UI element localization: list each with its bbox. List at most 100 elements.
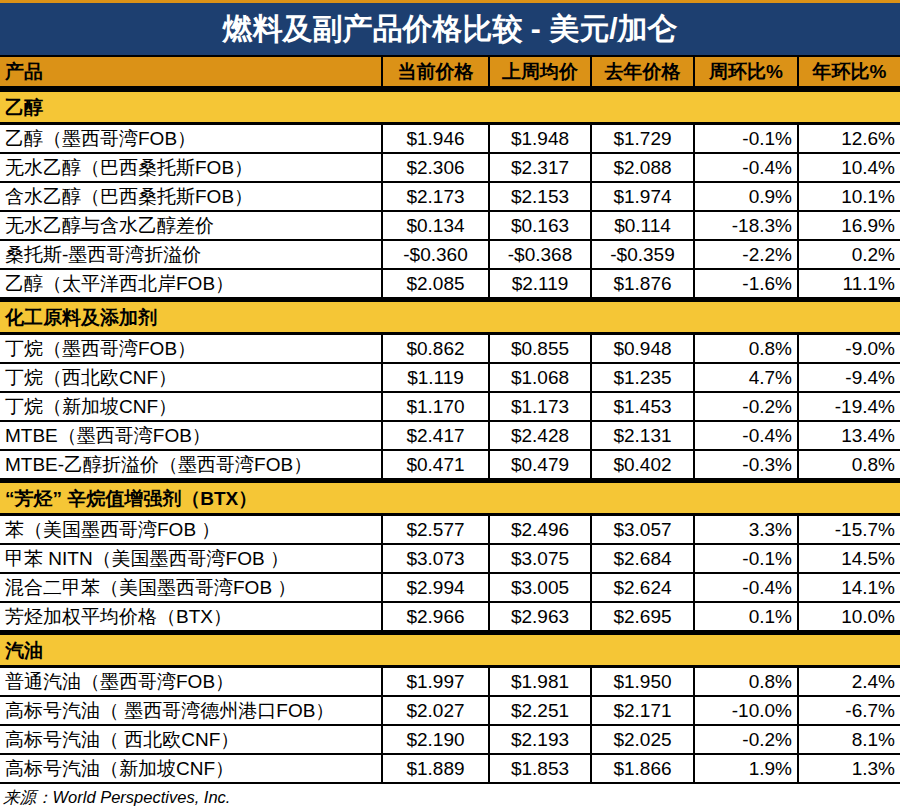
cell-年环比%: 14.1%: [799, 574, 900, 603]
section-label: 乙醇: [0, 89, 900, 125]
table-row: MTBE-乙醇折溢价（墨西哥湾FOB）$0.471$0.479$0.402-0.…: [0, 451, 900, 480]
table-row: 无水乙醇与含水乙醇差价$0.134$0.163$0.114-18.3%16.9%: [0, 212, 900, 241]
cell-年环比%: 1.3%: [799, 755, 900, 784]
cell-上周均价: $0.855: [490, 335, 592, 364]
cell-去年价格: $1.866: [592, 755, 695, 784]
table-row: 高标号汽油（ 墨西哥湾德州港口FOB）$2.027$2.251$2.171-10…: [0, 697, 900, 726]
cell-周环比%: -0.3%: [695, 451, 799, 480]
cell-当前价格: $2.085: [383, 270, 490, 299]
cell-周环比%: -0.1%: [695, 125, 799, 154]
table-row: 乙醇（太平洋西北岸FOB）$2.085$2.119$1.876-1.6%11.1…: [0, 270, 900, 299]
cell-周环比%: 0.9%: [695, 183, 799, 212]
cell-去年价格: $0.402: [592, 451, 695, 480]
product-name: 普通汽油（墨西哥湾FOB）: [0, 668, 383, 697]
table-header: 产品当前价格上周均价去年价格周环比%年环比%: [0, 55, 900, 89]
table-row: 甲苯 NITN（美国墨西哥湾FOB ）$3.073$3.075$2.684-0.…: [0, 545, 900, 574]
cell-年环比%: 10.4%: [799, 154, 900, 183]
table-row: 含水乙醇（巴西桑托斯FOB）$2.173$2.153$1.9740.9%10.1…: [0, 183, 900, 212]
cell-年环比%: -15.7%: [799, 516, 900, 545]
column-header-2: 上周均价: [490, 55, 592, 89]
cell-年环比%: 10.1%: [799, 183, 900, 212]
cell-去年价格: $2.624: [592, 574, 695, 603]
cell-去年价格: $2.684: [592, 545, 695, 574]
cell-上周均价: $1.853: [490, 755, 592, 784]
cell-周环比%: -0.1%: [695, 545, 799, 574]
table-row: 混合二甲苯（美国墨西哥湾FOB ）$2.994$3.005$2.624-0.4%…: [0, 574, 900, 603]
cell-年环比%: 13.4%: [799, 422, 900, 451]
fuel-price-comparison-page: 燃料及副产品价格比较 - 美元/加仑 产品当前价格上周均价去年价格周环比%年环比…: [0, 0, 900, 809]
cell-去年价格: $2.171: [592, 697, 695, 726]
cell-去年价格: $1.729: [592, 125, 695, 154]
table-row: 丁烷（西北欧CNF）$1.119$1.068$1.2354.7%-9.4%: [0, 364, 900, 393]
cell-周环比%: -10.0%: [695, 697, 799, 726]
header-row: 产品当前价格上周均价去年价格周环比%年环比%: [0, 55, 900, 89]
cell-年环比%: -9.4%: [799, 364, 900, 393]
cell-年环比%: 12.6%: [799, 125, 900, 154]
cell-上周均价: -$0.368: [490, 241, 592, 270]
cell-当前价格: $2.173: [383, 183, 490, 212]
cell-当前价格: $1.997: [383, 668, 490, 697]
section-label: 化工原料及添加剂: [0, 299, 900, 335]
cell-上周均价: $2.317: [490, 154, 592, 183]
source-text: World Perspectives, Inc.: [53, 788, 231, 806]
cell-上周均价: $2.119: [490, 270, 592, 299]
cell-周环比%: -18.3%: [695, 212, 799, 241]
table-row: 丁烷（新加坡CNF）$1.170$1.173$1.453-0.2%-19.4%: [0, 393, 900, 422]
cell-去年价格: -$0.359: [592, 241, 695, 270]
cell-去年价格: $2.025: [592, 726, 695, 755]
cell-年环比%: 14.5%: [799, 545, 900, 574]
cell-去年价格: $2.695: [592, 603, 695, 632]
product-name: MTBE-乙醇折溢价（墨西哥湾FOB）: [0, 451, 383, 480]
page-title: 燃料及副产品价格比较 - 美元/加仑: [0, 3, 900, 55]
cell-当前价格: $0.471: [383, 451, 490, 480]
cell-周环比%: -2.2%: [695, 241, 799, 270]
section-label: 汽油: [0, 632, 900, 668]
table-row: 高标号汽油（新加坡CNF）$1.889$1.853$1.8661.9%1.3%: [0, 755, 900, 784]
cell-当前价格: $2.190: [383, 726, 490, 755]
product-name: 丁烷（新加坡CNF）: [0, 393, 383, 422]
section-row: 乙醇: [0, 89, 900, 125]
cell-当前价格: $2.417: [383, 422, 490, 451]
cell-周环比%: -0.2%: [695, 393, 799, 422]
product-name: 乙醇（墨西哥湾FOB）: [0, 125, 383, 154]
product-name: 乙醇（太平洋西北岸FOB）: [0, 270, 383, 299]
cell-当前价格: $2.994: [383, 574, 490, 603]
column-header-4: 周环比%: [695, 55, 799, 89]
cell-上周均价: $1.173: [490, 393, 592, 422]
product-name: 桑托斯-墨西哥湾折溢价: [0, 241, 383, 270]
section-label: “芳烃” 辛烷值增强剂（BTX）: [0, 480, 900, 516]
cell-去年价格: $2.088: [592, 154, 695, 183]
cell-年环比%: -19.4%: [799, 393, 900, 422]
cell-周环比%: -0.4%: [695, 154, 799, 183]
cell-年环比%: 2.4%: [799, 668, 900, 697]
cell-去年价格: $1.974: [592, 183, 695, 212]
cell-当前价格: $2.306: [383, 154, 490, 183]
cell-去年价格: $1.235: [592, 364, 695, 393]
cell-当前价格: $0.862: [383, 335, 490, 364]
product-name: 高标号汽油（新加坡CNF）: [0, 755, 383, 784]
cell-去年价格: $1.876: [592, 270, 695, 299]
source-note: 来源：World Perspectives, Inc.: [0, 784, 900, 809]
cell-去年价格: $3.057: [592, 516, 695, 545]
cell-去年价格: $1.950: [592, 668, 695, 697]
cell-年环比%: -9.0%: [799, 335, 900, 364]
cell-周环比%: 3.3%: [695, 516, 799, 545]
section-row: “芳烃” 辛烷值增强剂（BTX）: [0, 480, 900, 516]
cell-上周均价: $0.479: [490, 451, 592, 480]
product-name: 混合二甲苯（美国墨西哥湾FOB ）: [0, 574, 383, 603]
cell-周环比%: -0.4%: [695, 574, 799, 603]
product-name: 高标号汽油（ 墨西哥湾德州港口FOB）: [0, 697, 383, 726]
cell-当前价格: $2.577: [383, 516, 490, 545]
cell-上周均价: $1.068: [490, 364, 592, 393]
table-row: 无水乙醇（巴西桑托斯FOB）$2.306$2.317$2.088-0.4%10.…: [0, 154, 900, 183]
cell-上周均价: $0.163: [490, 212, 592, 241]
cell-当前价格: $2.966: [383, 603, 490, 632]
cell-去年价格: $2.131: [592, 422, 695, 451]
table-row: MTBE（墨西哥湾FOB）$2.417$2.428$2.131-0.4%13.4…: [0, 422, 900, 451]
cell-周环比%: 1.9%: [695, 755, 799, 784]
table-row: 普通汽油（墨西哥湾FOB）$1.997$1.981$1.9500.8%2.4%: [0, 668, 900, 697]
section-row: 化工原料及添加剂: [0, 299, 900, 335]
product-name: MTBE（墨西哥湾FOB）: [0, 422, 383, 451]
cell-上周均价: $3.005: [490, 574, 592, 603]
cell-当前价格: $2.027: [383, 697, 490, 726]
